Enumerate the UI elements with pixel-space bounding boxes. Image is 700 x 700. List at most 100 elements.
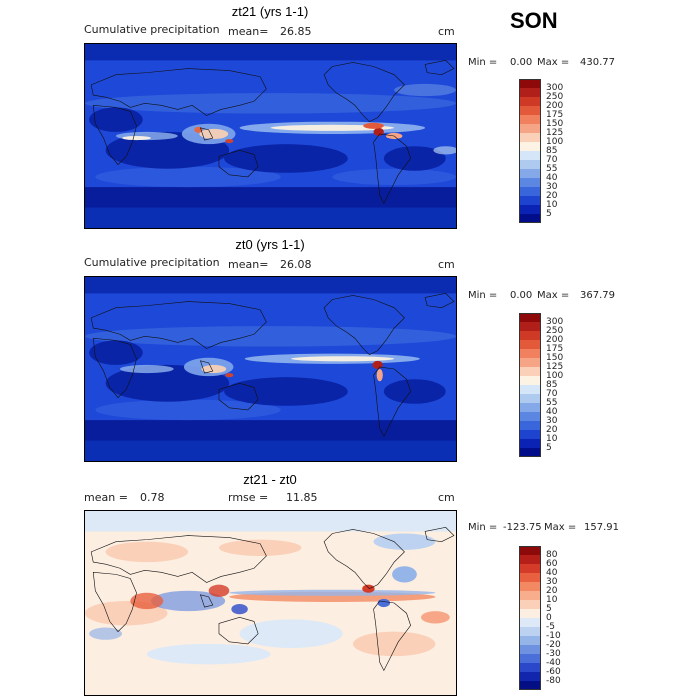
colorbar-swatch bbox=[519, 591, 541, 600]
panel-3-min-value: -123.75 bbox=[503, 522, 542, 533]
colorbar-tick-label: 55 bbox=[546, 164, 558, 174]
panel-1-max-label: Max = bbox=[537, 57, 570, 68]
colorbar-swatch bbox=[519, 79, 541, 88]
colorbar-swatch bbox=[519, 573, 541, 582]
colorbar-swatch bbox=[519, 627, 541, 636]
colorbar-swatch bbox=[519, 106, 541, 115]
colorbar-swatch bbox=[519, 214, 541, 223]
colorbar-swatch bbox=[519, 349, 541, 358]
panel-2-title: zt0 (yrs 1-1) bbox=[235, 237, 305, 252]
colorbar-swatch bbox=[519, 421, 541, 430]
colorbar-tick-label: 250 bbox=[546, 92, 564, 102]
colorbar-tick-label: -40 bbox=[546, 658, 561, 668]
colorbar-swatch bbox=[519, 196, 541, 205]
panel-3-max-label: Max = bbox=[544, 522, 577, 533]
colorbar-swatch bbox=[519, 636, 541, 645]
panel-2-max-value: 367.79 bbox=[580, 290, 615, 301]
colorbar-tick-label: 175 bbox=[546, 110, 564, 120]
panel-1-title: zt21 (yrs 1-1) bbox=[231, 4, 309, 19]
panel-2-mean-value: 26.08 bbox=[280, 258, 312, 271]
panel-2-unit: cm bbox=[438, 258, 455, 271]
colorbar-swatch bbox=[519, 331, 541, 340]
colorbar-swatch bbox=[519, 133, 541, 142]
panel-1-min-value: 0.00 bbox=[510, 57, 533, 68]
colorbar-tick-label: 70 bbox=[546, 389, 558, 399]
panel-2-map bbox=[84, 276, 457, 462]
colorbar-swatch bbox=[519, 88, 541, 97]
panel-1-max-value: 430.77 bbox=[580, 57, 615, 68]
panel-2-mean-label: mean= bbox=[228, 258, 269, 271]
colorbar-tick-label: 100 bbox=[546, 137, 564, 147]
colorbar-tick-label: -20 bbox=[546, 640, 561, 650]
colorbar-tick-label: 85 bbox=[546, 380, 558, 390]
panel-1-map bbox=[84, 43, 457, 229]
colorbar-swatch bbox=[519, 322, 541, 331]
colorbar-swatch bbox=[519, 169, 541, 178]
colorbar-tick-label: 20 bbox=[546, 191, 558, 201]
panel-2-max-label: Max = bbox=[537, 290, 570, 301]
colorbar-tick-label: 85 bbox=[546, 146, 558, 156]
colorbar-swatch bbox=[519, 124, 541, 133]
panel-2-colorbar bbox=[519, 313, 541, 457]
colorbar-tick-label: 5 bbox=[546, 604, 552, 614]
colorbar-tick-label: -60 bbox=[546, 667, 561, 677]
panel-3-rmse-label: rmse = bbox=[228, 491, 269, 504]
colorbar-swatch bbox=[519, 178, 541, 187]
colorbar-swatch bbox=[519, 367, 541, 376]
colorbar-swatch bbox=[519, 582, 541, 591]
colorbar-tick-label: 5 bbox=[546, 209, 552, 219]
panel-1-unit: cm bbox=[438, 25, 455, 38]
season-title: SON bbox=[510, 8, 558, 33]
panel-3-mean-label: mean = bbox=[84, 491, 128, 504]
colorbar-swatch bbox=[519, 663, 541, 672]
colorbar-tick-label: 125 bbox=[546, 128, 564, 138]
colorbar-swatch bbox=[519, 160, 541, 169]
panel-3-min-label: Min = bbox=[468, 522, 498, 533]
colorbar-swatch bbox=[519, 403, 541, 412]
panel-3-colorbar bbox=[519, 546, 541, 690]
colorbar-tick-label: 0 bbox=[546, 613, 552, 623]
colorbar-tick-label: 30 bbox=[546, 416, 558, 426]
colorbar-swatch bbox=[519, 439, 541, 448]
colorbar-tick-label: 60 bbox=[546, 559, 558, 569]
colorbar-tick-label: 30 bbox=[546, 577, 558, 587]
colorbar-tick-label: 10 bbox=[546, 434, 558, 444]
colorbar-tick-label: 200 bbox=[546, 335, 564, 345]
panel-1-mean-label: mean= bbox=[228, 25, 269, 38]
colorbar-swatch bbox=[519, 546, 541, 555]
panel-2-min-value: 0.00 bbox=[510, 290, 533, 301]
panel-3-max-value: 157.91 bbox=[584, 522, 619, 533]
colorbar-swatch bbox=[519, 142, 541, 151]
panel-3-map bbox=[84, 510, 457, 696]
colorbar-tick-label: 175 bbox=[546, 344, 564, 354]
colorbar-tick-label: 300 bbox=[546, 317, 564, 327]
colorbar-tick-label: 20 bbox=[546, 425, 558, 435]
colorbar-tick-label: 10 bbox=[546, 200, 558, 210]
panel-3-rmse-value: 11.85 bbox=[286, 491, 318, 504]
colorbar-tick-label: -30 bbox=[546, 649, 561, 659]
colorbar-swatch bbox=[519, 672, 541, 681]
colorbar-swatch bbox=[519, 376, 541, 385]
panel-3-title: zt21 - zt0 bbox=[243, 472, 297, 487]
colorbar-tick-label: 40 bbox=[546, 407, 558, 417]
colorbar-swatch bbox=[519, 340, 541, 349]
colorbar-tick-label: 70 bbox=[546, 155, 558, 165]
colorbar-swatch bbox=[519, 430, 541, 439]
colorbar-swatch bbox=[519, 654, 541, 663]
colorbar-tick-label: 80 bbox=[546, 550, 558, 560]
colorbar-swatch bbox=[519, 645, 541, 654]
colorbar-tick-label: 5 bbox=[546, 443, 552, 453]
colorbar-tick-label: 55 bbox=[546, 398, 558, 408]
colorbar-tick-label: 250 bbox=[546, 326, 564, 336]
panel-1-colorbar bbox=[519, 79, 541, 223]
colorbar-swatch bbox=[519, 151, 541, 160]
colorbar-tick-label: -5 bbox=[546, 622, 555, 632]
colorbar-tick-label: -80 bbox=[546, 676, 561, 686]
colorbar-swatch bbox=[519, 385, 541, 394]
colorbar-swatch bbox=[519, 313, 541, 322]
colorbar-tick-label: 20 bbox=[546, 586, 558, 596]
panel-1-mean-value: 26.85 bbox=[280, 25, 312, 38]
colorbar-swatch bbox=[519, 609, 541, 618]
panel-3-unit: cm bbox=[438, 491, 455, 504]
